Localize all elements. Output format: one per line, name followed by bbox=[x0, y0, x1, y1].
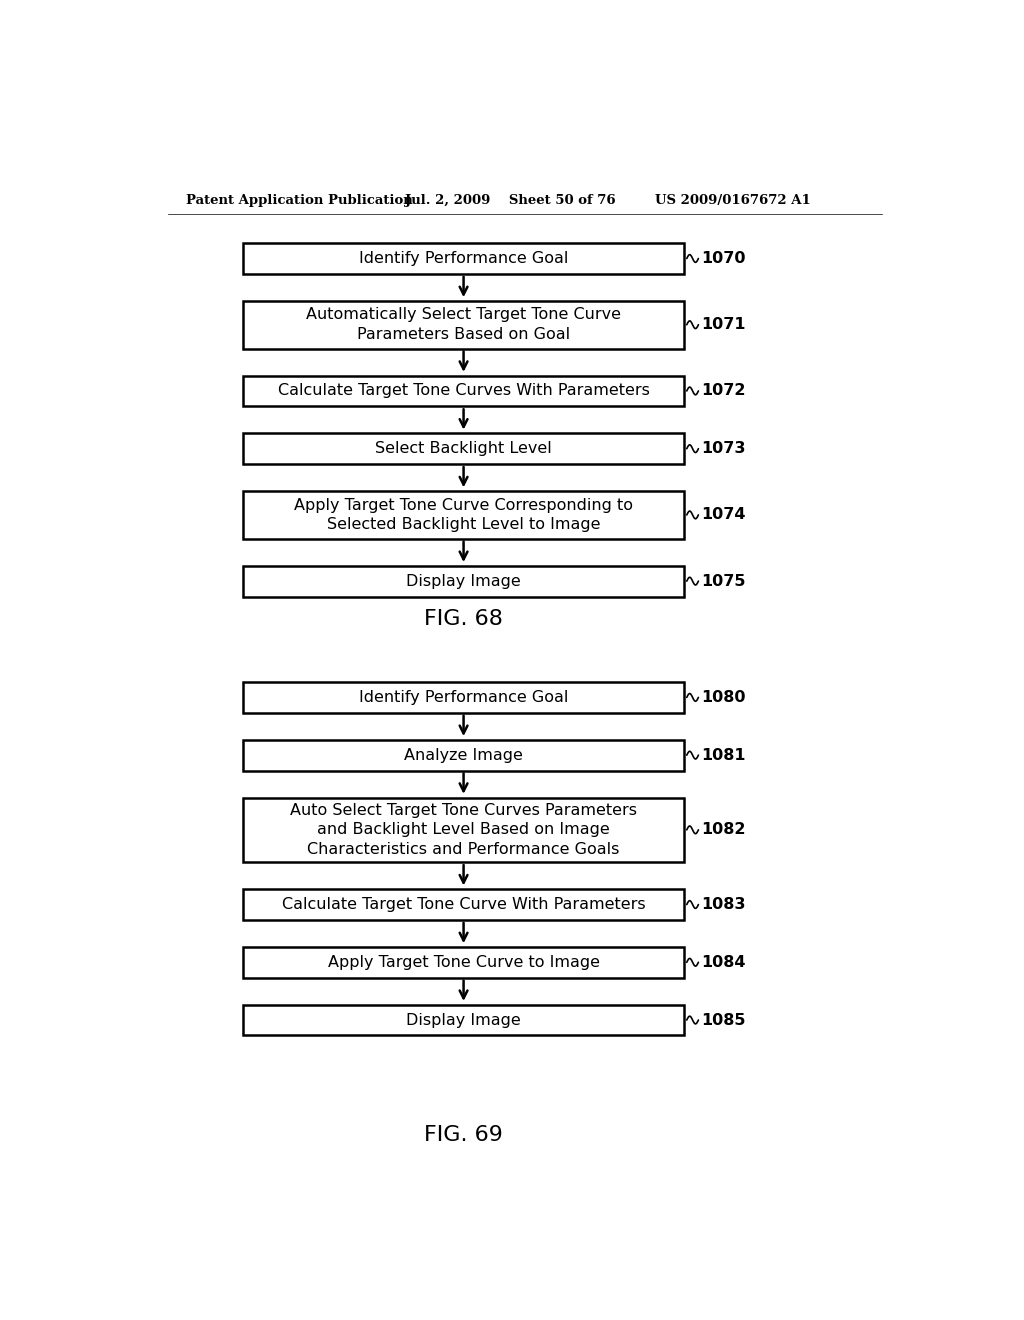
Text: Calculate Target Tone Curve With Parameters: Calculate Target Tone Curve With Paramet… bbox=[282, 898, 645, 912]
Text: FIG. 68: FIG. 68 bbox=[424, 609, 503, 628]
Bar bbox=[243, 797, 684, 862]
Text: Display Image: Display Image bbox=[407, 574, 521, 589]
Text: 1081: 1081 bbox=[701, 747, 746, 763]
Text: Apply Target Tone Curve Corresponding to
Selected Backlight Level to Image: Apply Target Tone Curve Corresponding to… bbox=[294, 498, 633, 532]
Text: 1073: 1073 bbox=[701, 441, 746, 457]
Text: 1084: 1084 bbox=[701, 954, 746, 970]
Text: US 2009/0167672 A1: US 2009/0167672 A1 bbox=[655, 194, 811, 207]
Text: 1082: 1082 bbox=[701, 822, 746, 837]
Bar bbox=[243, 739, 684, 771]
Text: Apply Target Tone Curve to Image: Apply Target Tone Curve to Image bbox=[328, 954, 600, 970]
Text: Calculate Target Tone Curves With Parameters: Calculate Target Tone Curves With Parame… bbox=[278, 383, 649, 399]
Bar bbox=[243, 243, 684, 275]
Bar bbox=[243, 376, 684, 407]
Text: 1074: 1074 bbox=[701, 507, 746, 523]
Text: 1075: 1075 bbox=[701, 574, 746, 589]
Bar bbox=[243, 682, 684, 713]
Text: 1071: 1071 bbox=[701, 317, 746, 333]
Text: Display Image: Display Image bbox=[407, 1012, 521, 1027]
Bar bbox=[243, 1005, 684, 1035]
Bar bbox=[243, 566, 684, 597]
Text: Identify Performance Goal: Identify Performance Goal bbox=[358, 251, 568, 267]
Text: Analyze Image: Analyze Image bbox=[404, 747, 523, 763]
Text: FIG. 69: FIG. 69 bbox=[424, 1125, 503, 1144]
Text: Identify Performance Goal: Identify Performance Goal bbox=[358, 690, 568, 705]
Text: 1080: 1080 bbox=[701, 690, 746, 705]
Bar bbox=[243, 491, 684, 539]
Bar bbox=[243, 301, 684, 348]
Text: 1085: 1085 bbox=[701, 1012, 746, 1027]
Text: 1070: 1070 bbox=[701, 251, 746, 267]
Text: Patent Application Publication: Patent Application Publication bbox=[186, 194, 413, 207]
Bar bbox=[243, 946, 684, 978]
Text: Jul. 2, 2009    Sheet 50 of 76: Jul. 2, 2009 Sheet 50 of 76 bbox=[406, 194, 616, 207]
Text: Select Backlight Level: Select Backlight Level bbox=[375, 441, 552, 457]
Text: Automatically Select Target Tone Curve
Parameters Based on Goal: Automatically Select Target Tone Curve P… bbox=[306, 308, 622, 342]
Bar bbox=[243, 890, 684, 920]
Text: Auto Select Target Tone Curves Parameters
and Backlight Level Based on Image
Cha: Auto Select Target Tone Curves Parameter… bbox=[290, 803, 637, 857]
Bar bbox=[243, 433, 684, 465]
Text: 1072: 1072 bbox=[701, 383, 746, 399]
Text: 1083: 1083 bbox=[701, 898, 746, 912]
